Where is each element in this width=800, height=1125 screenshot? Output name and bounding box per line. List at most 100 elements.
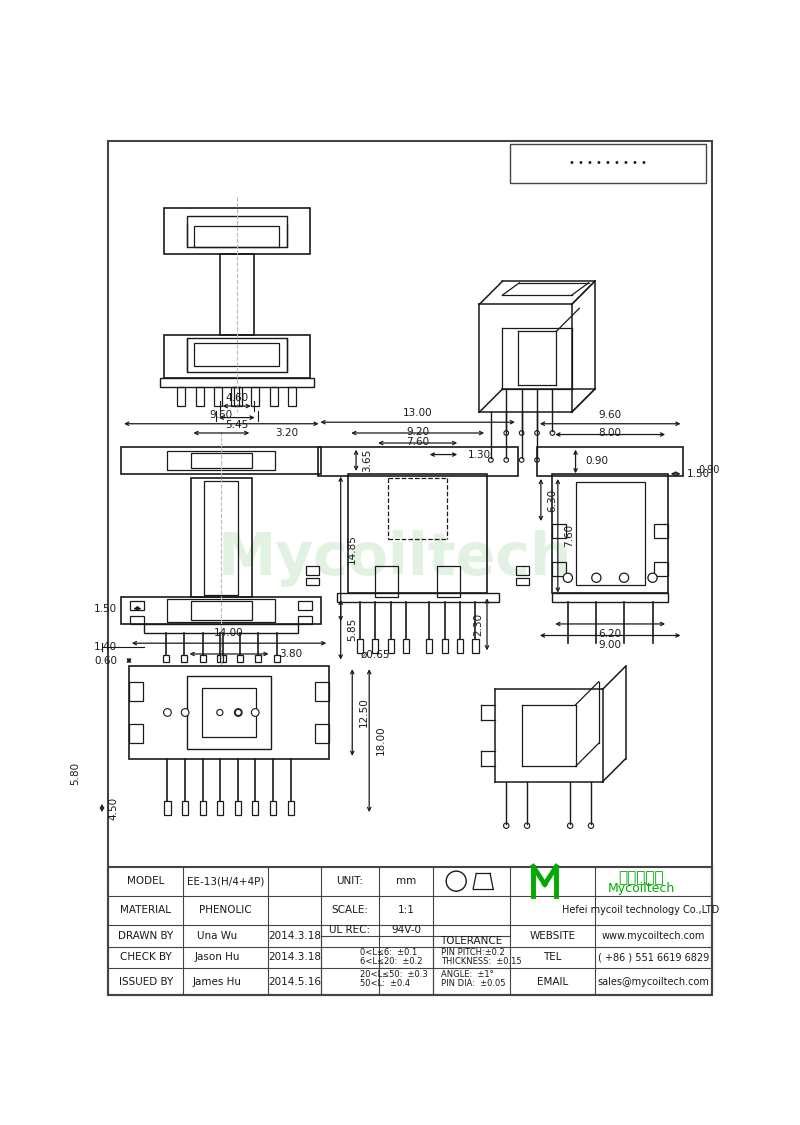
Text: Mycoiltech: Mycoiltech: [607, 882, 674, 894]
Bar: [372, 639, 378, 654]
Text: 9.60: 9.60: [598, 410, 622, 420]
Text: 麦可一科技: 麦可一科技: [618, 870, 664, 884]
Text: 0.90: 0.90: [698, 465, 720, 475]
Text: 1.50: 1.50: [687, 469, 710, 479]
Bar: [217, 655, 223, 662]
Bar: [231, 387, 239, 406]
Text: mm: mm: [396, 876, 416, 886]
Bar: [163, 335, 310, 378]
Bar: [122, 447, 322, 474]
Bar: [200, 655, 206, 662]
Text: 18.00: 18.00: [376, 726, 386, 755]
Circle shape: [163, 709, 171, 717]
Text: CHECK BY: CHECK BY: [120, 953, 172, 962]
Text: WEBSITE: WEBSITE: [530, 930, 575, 940]
Text: PHENOLIC: PHENOLIC: [199, 906, 251, 916]
Bar: [252, 801, 258, 814]
Text: sales@mycoiltech.com: sales@mycoiltech.com: [598, 976, 710, 987]
Text: 2014.3.18: 2014.3.18: [268, 930, 321, 940]
Text: ø0.65: ø0.65: [361, 650, 390, 659]
Bar: [200, 801, 206, 814]
Text: 7.60: 7.60: [406, 436, 430, 447]
Circle shape: [234, 709, 242, 717]
Bar: [510, 144, 706, 182]
Bar: [472, 639, 478, 654]
Bar: [375, 566, 398, 597]
Text: 94V-0: 94V-0: [391, 926, 421, 935]
Bar: [306, 566, 319, 576]
Text: 6.30: 6.30: [547, 488, 558, 512]
Bar: [220, 254, 254, 335]
Bar: [287, 801, 294, 814]
Text: 0.90: 0.90: [586, 457, 609, 467]
Text: 3.20: 3.20: [275, 428, 298, 438]
Circle shape: [235, 710, 242, 716]
Text: 0<L≤6:  ±0.1: 0<L≤6: ±0.1: [360, 948, 418, 957]
Circle shape: [446, 871, 466, 891]
Text: 2.30: 2.30: [473, 613, 482, 636]
Text: 1:1: 1:1: [398, 906, 414, 916]
Text: PIN DIA:  ±0.05: PIN DIA: ±0.05: [441, 979, 506, 988]
Bar: [163, 655, 169, 662]
Text: Mycoiltech: Mycoiltech: [218, 530, 572, 587]
Text: • • • • • • • • •: • • • • • • • • •: [569, 159, 647, 169]
Text: 20<L≤50:  ±0.3: 20<L≤50: ±0.3: [360, 970, 428, 979]
Circle shape: [550, 431, 554, 435]
Bar: [516, 566, 530, 576]
Text: 14.85: 14.85: [347, 534, 358, 564]
Bar: [403, 639, 410, 654]
Text: 13.00: 13.00: [403, 408, 433, 418]
Circle shape: [648, 573, 657, 583]
Text: SCALE:: SCALE:: [331, 906, 369, 916]
Circle shape: [519, 431, 524, 435]
Bar: [182, 655, 187, 662]
Text: 2014.3.18: 2014.3.18: [268, 953, 321, 962]
Bar: [437, 566, 460, 597]
Text: 4.60: 4.60: [225, 393, 248, 403]
Bar: [217, 801, 223, 814]
Text: 4.50: 4.50: [109, 796, 118, 819]
Bar: [167, 600, 275, 622]
Bar: [442, 639, 448, 654]
Circle shape: [567, 824, 573, 828]
Text: ANGLE:  ±1°: ANGLE: ±1°: [441, 970, 494, 979]
Bar: [318, 447, 518, 476]
Circle shape: [519, 458, 524, 462]
Text: 1.30: 1.30: [468, 450, 491, 459]
Text: Jason Hu: Jason Hu: [194, 953, 240, 962]
Bar: [182, 801, 188, 814]
Bar: [654, 524, 668, 538]
Bar: [122, 597, 322, 624]
Text: TEL: TEL: [543, 953, 562, 962]
Circle shape: [524, 824, 530, 828]
Text: 7.60: 7.60: [564, 524, 574, 548]
Bar: [315, 682, 329, 701]
Bar: [288, 387, 296, 406]
Text: 9.20: 9.20: [406, 426, 430, 436]
Text: 3.80: 3.80: [279, 649, 302, 659]
Bar: [194, 226, 279, 246]
Circle shape: [592, 573, 601, 583]
Bar: [220, 655, 226, 662]
Bar: [214, 387, 222, 406]
Bar: [315, 724, 329, 744]
Text: 9.00: 9.00: [598, 640, 622, 650]
Text: Hefei mycoil technology Co.,LTD: Hefei mycoil technology Co.,LTD: [562, 906, 720, 916]
Bar: [194, 343, 279, 366]
Text: TOLERANCE: TOLERANCE: [441, 936, 502, 946]
Bar: [388, 639, 394, 654]
Bar: [553, 593, 668, 602]
Text: ISSUED BY: ISSUED BY: [118, 976, 173, 987]
Bar: [298, 601, 312, 610]
Text: 5.80: 5.80: [70, 762, 80, 785]
Bar: [274, 655, 280, 662]
Text: 0.60: 0.60: [94, 656, 118, 666]
Text: 2014.5.16: 2014.5.16: [268, 976, 321, 987]
Circle shape: [619, 573, 629, 583]
Circle shape: [217, 710, 223, 716]
Text: UL REC:: UL REC:: [330, 926, 370, 935]
Bar: [129, 682, 143, 701]
Text: 5.85: 5.85: [347, 618, 358, 641]
Bar: [190, 478, 252, 597]
Circle shape: [503, 824, 509, 828]
